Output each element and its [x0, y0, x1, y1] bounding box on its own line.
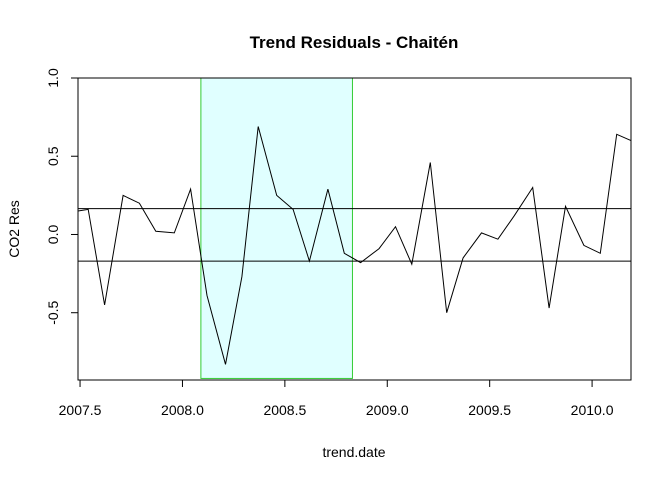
highlight-band — [200, 77, 353, 379]
reference-lines-layer — [78, 208, 631, 262]
plot-frame — [77, 77, 632, 381]
y-tick-label: 0.5 — [45, 146, 61, 166]
x-tick-label: 2010.0 — [571, 402, 614, 418]
highlight-band-layer — [200, 77, 353, 379]
y-axis-title: CO2 Res — [6, 200, 22, 258]
x-tick-label: 2008.5 — [263, 402, 306, 418]
x-tick-label: 2007.5 — [59, 402, 102, 418]
x-axis: 2007.5 2008.0 2008.5 2009.0 2009.5 2010.0 — [59, 379, 614, 418]
x-axis-title: trend.date — [322, 444, 385, 460]
x-tick-label: 2009.5 — [468, 402, 511, 418]
series-line — [77, 126, 632, 365]
y-tick-label: -0.5 — [45, 300, 61, 324]
series-layer — [77, 126, 632, 365]
x-tick-label: 2009.0 — [366, 402, 409, 418]
y-axis: -0.5 0.0 0.5 1.0 — [45, 68, 79, 325]
y-tick-label: 1.0 — [45, 68, 61, 88]
y-tick-label: 0.0 — [45, 225, 61, 245]
chart-title: Trend Residuals - Chaitén — [250, 33, 459, 52]
x-tick-label: 2008.0 — [161, 402, 204, 418]
